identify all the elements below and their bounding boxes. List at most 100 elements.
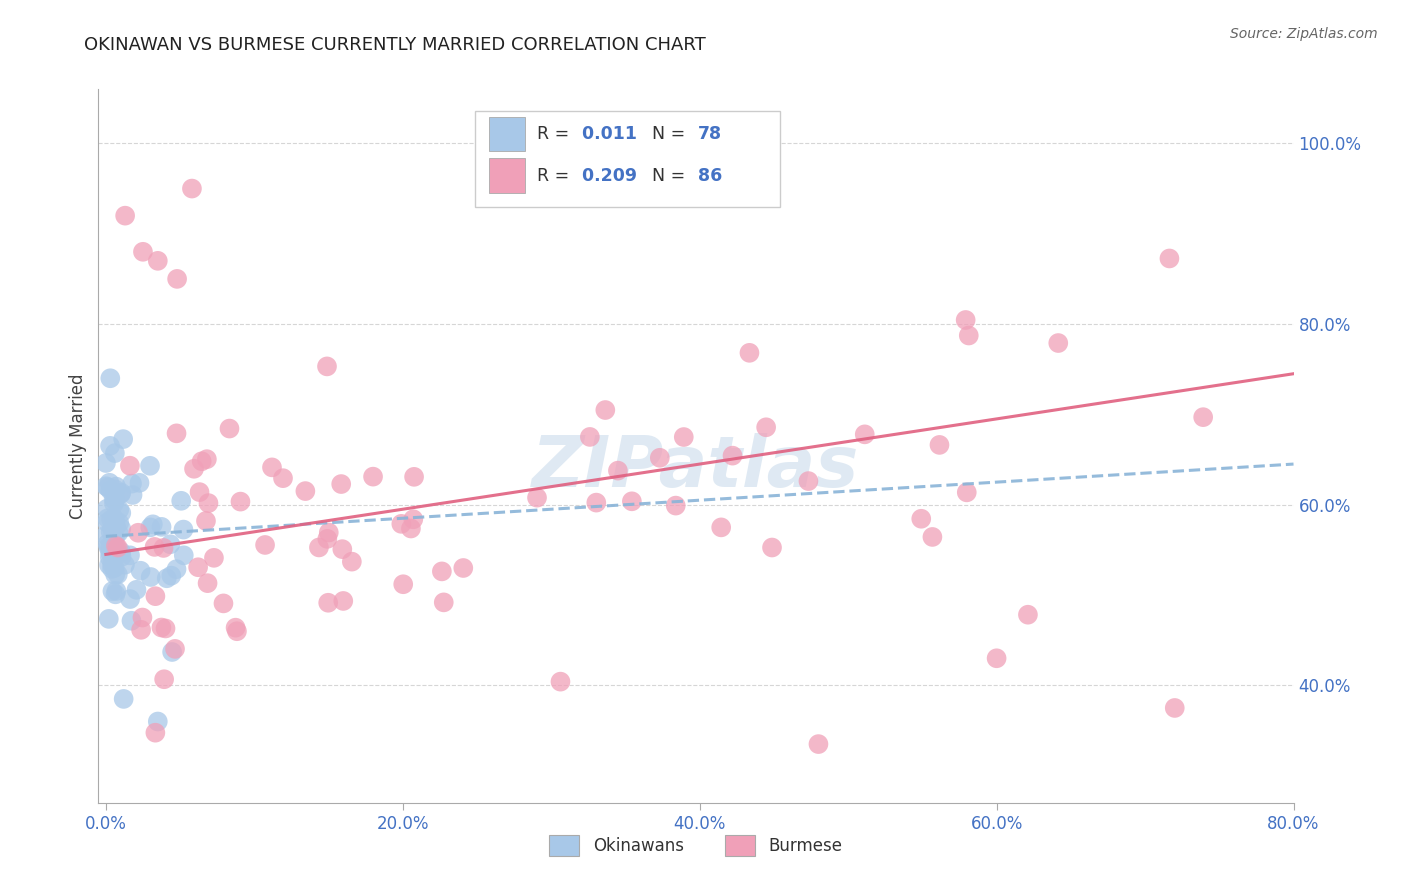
Point [225, 621, 247, 635]
Point [332, 594, 354, 608]
Point [212, 596, 235, 610]
Point [986, 651, 1008, 665]
Point [308, 541, 330, 555]
Point [118, 549, 141, 563]
Point [104, 483, 127, 497]
Point [120, 592, 142, 607]
Point [121, 488, 143, 502]
Point [94, 479, 117, 493]
Point [159, 537, 181, 551]
Point [121, 476, 143, 491]
Point [142, 517, 165, 532]
Point [853, 427, 876, 442]
Point [145, 589, 167, 603]
Point [595, 403, 617, 417]
Point [103, 511, 125, 525]
Point [104, 561, 127, 575]
Point [127, 525, 149, 540]
Point [100, 524, 122, 539]
Point [807, 737, 830, 751]
Point [181, 181, 204, 195]
Text: OKINAWAN VS BURMESE CURRENTLY MARRIED CORRELATION CHART: OKINAWAN VS BURMESE CURRENTLY MARRIED CO… [84, 36, 706, 54]
Point [550, 674, 572, 689]
Point [156, 571, 179, 585]
Point [330, 542, 353, 557]
Point [173, 549, 195, 563]
Point [114, 209, 136, 223]
Point [229, 494, 252, 508]
Point [433, 595, 456, 609]
Point [145, 725, 167, 739]
Point [404, 470, 426, 484]
Point [187, 560, 209, 574]
Text: R =: R = [537, 167, 575, 185]
Point [163, 641, 186, 656]
Point [129, 623, 152, 637]
Point [197, 496, 219, 510]
Point [101, 558, 124, 572]
Point [96, 501, 118, 516]
Point [956, 485, 979, 500]
Point [665, 499, 688, 513]
Point [104, 532, 127, 546]
Point [98, 371, 121, 385]
Point [139, 570, 162, 584]
Point [585, 495, 607, 509]
Point [910, 512, 932, 526]
Point [104, 493, 127, 508]
Point [194, 514, 217, 528]
Text: N =: N = [641, 125, 690, 143]
Point [361, 469, 384, 483]
Point [104, 567, 127, 582]
Point [105, 479, 128, 493]
Point [98, 541, 121, 555]
Point [98, 545, 121, 559]
Y-axis label: Currently Married: Currently Married [69, 373, 87, 519]
Point [97, 540, 120, 554]
Point [110, 549, 132, 564]
Point [957, 328, 980, 343]
Point [98, 550, 121, 565]
Point [738, 346, 761, 360]
Point [139, 458, 162, 473]
Point [389, 516, 412, 531]
Point [453, 561, 475, 575]
Point [166, 426, 188, 441]
Point [226, 624, 249, 639]
Point [143, 540, 166, 554]
Point [153, 672, 176, 686]
Point [103, 491, 125, 506]
Point [97, 480, 120, 494]
Point [797, 474, 820, 488]
Point [139, 520, 162, 534]
Point [1159, 252, 1181, 266]
FancyBboxPatch shape [475, 111, 780, 207]
Point [1047, 336, 1070, 351]
Point [107, 525, 129, 540]
Point [97, 612, 120, 626]
Point [98, 483, 121, 498]
Point [1017, 607, 1039, 622]
Point [755, 420, 778, 434]
Point [103, 525, 125, 540]
Point [526, 491, 548, 505]
Point [316, 532, 339, 546]
Point [104, 514, 127, 528]
Point [606, 464, 628, 478]
Text: 0.011: 0.011 [576, 125, 637, 143]
Point [110, 545, 132, 559]
Point [112, 692, 135, 706]
Point [620, 494, 643, 508]
Point [928, 438, 950, 452]
Point [202, 550, 225, 565]
Point [103, 543, 125, 558]
Point [94, 456, 117, 470]
Point [579, 430, 602, 444]
Point [260, 460, 283, 475]
Point [160, 645, 183, 659]
Point [330, 477, 353, 491]
Point [101, 562, 124, 576]
Point [155, 622, 177, 636]
Point [131, 610, 153, 624]
Point [98, 558, 121, 572]
